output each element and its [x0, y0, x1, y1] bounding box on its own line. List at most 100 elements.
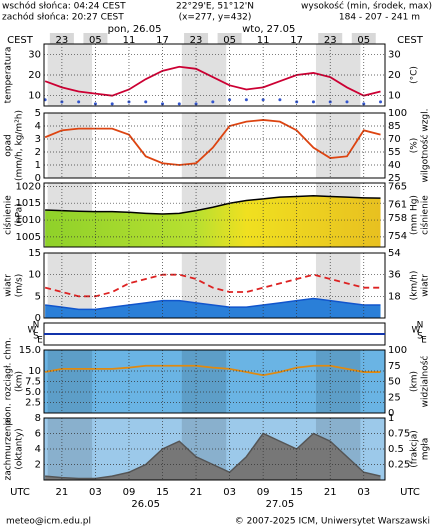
y2-tick-label: 0 [388, 408, 394, 419]
top-date: pon, 26.05 [108, 24, 162, 35]
y-axis-label: (hPa) [15, 203, 25, 226]
cest-label: CEST [397, 35, 424, 46]
y-tick-label: 10 [28, 366, 41, 377]
utc-tick-label: 21 [324, 487, 337, 498]
night-band [47, 44, 93, 106]
grid-point: (x=277, y=432) [179, 13, 252, 23]
y2-tick-label: 761 [388, 200, 407, 211]
night-label-band [318, 33, 343, 45]
y-tick-label: 0 [35, 313, 41, 324]
y-axis-label: pion. rozciągł. chm. [4, 337, 14, 425]
dot [278, 98, 282, 102]
dot [144, 100, 148, 104]
y-tick-label: 2.5 [25, 398, 41, 409]
y2-axis-label: (frakcja) [410, 430, 420, 468]
panel-frame [43, 252, 386, 319]
y-tick-label: 5 [35, 108, 41, 119]
cest-label: CEST [7, 35, 34, 46]
utc-tick-label: 09 [257, 487, 270, 498]
wind-dir-label: S [33, 332, 39, 342]
night-label-band [351, 33, 376, 45]
y-tick-label: 10 [28, 270, 41, 281]
utc-tick-label: 15 [290, 487, 303, 498]
y-tick-label: 15.0 [19, 345, 41, 356]
y-tick-label: 7.5 [25, 377, 41, 388]
y2-tick-label: 0.5 [388, 444, 404, 455]
line [45, 297, 381, 311]
dot [211, 100, 215, 104]
cest-tick-label: 05 [223, 35, 236, 46]
night-band [47, 418, 93, 480]
cest-tick-label: 05 [89, 35, 102, 46]
y-tick-label: 20 [28, 70, 41, 81]
y2-axis-label: widzialność [420, 356, 431, 408]
y-axis-label: (m/s) [15, 274, 25, 298]
line [44, 273, 381, 298]
y2-axis-label: (mm Hg) [410, 195, 420, 235]
cest-tick-label: 23 [324, 35, 337, 46]
email: meteo@icm.edu.pl [6, 517, 91, 527]
line [44, 364, 381, 377]
wind-dir-label: E [421, 336, 427, 346]
y2-axis-label: mgła [421, 438, 431, 461]
panel-frame [43, 112, 386, 179]
wind-dir-label: E [37, 336, 43, 346]
dot [228, 98, 232, 102]
y2-axis-label: (km) [410, 371, 420, 392]
y-tick-label: 5 [35, 291, 41, 302]
night-label-band [83, 33, 108, 45]
dot [311, 100, 315, 104]
utc-tick-label: 03 [357, 487, 370, 498]
top-date: wto, 27.05 [242, 24, 295, 35]
y-tick-label: 8 [35, 413, 41, 424]
line [44, 119, 381, 166]
line [44, 65, 381, 97]
y-tick-label: 1015 [16, 198, 41, 209]
cest-tick-label: 17 [156, 35, 169, 46]
y2-axis-label: ciśnienie [420, 195, 431, 235]
cest-tick-label: 23 [190, 35, 203, 46]
cest-tick-label: 05 [357, 35, 370, 46]
y2-tick-label: 1 [388, 413, 394, 424]
y-axis-label: opad [4, 134, 14, 156]
y2-tick-label: 20 [388, 70, 401, 81]
y-tick-label: 15 [28, 248, 41, 259]
y-tick-label: 3 [35, 134, 41, 145]
dot [379, 100, 383, 104]
y2-tick-label: 25 [388, 173, 401, 184]
utc-label: UTC [10, 487, 30, 498]
y2-tick-label: 40 [388, 160, 401, 171]
night-label-band [184, 33, 209, 45]
dot [161, 102, 165, 106]
utc-tick-label: 09 [123, 487, 136, 498]
dot [93, 102, 97, 106]
dot [77, 100, 81, 104]
utc-tick-label: 21 [56, 487, 69, 498]
y2-tick-label: 70 [388, 134, 401, 145]
y2-tick-label: 30 [388, 49, 401, 60]
cest-tick-label: 11 [257, 35, 270, 46]
y-axis-label: ciśnienie [3, 195, 14, 235]
y-tick-label: 1020 [16, 181, 41, 192]
night-band [181, 113, 227, 178]
utc-tick-label: 03 [223, 487, 236, 498]
sunrise: wschód słońca: 04:24 CEST [2, 1, 126, 12]
y2-tick-label: 0.75 [388, 429, 410, 440]
y-tick-label: 6 [35, 429, 41, 440]
panel-frame [43, 43, 386, 107]
panel-bg [44, 350, 385, 413]
dot [177, 102, 181, 106]
panel-frame [43, 417, 386, 481]
sunset: zachód słońca: 20:27 CEST [2, 12, 124, 23]
y-tick-label: 2 [35, 147, 41, 158]
y2-axis-label: (km/h) [410, 271, 420, 301]
wind-dir-label: S [417, 332, 423, 342]
y-tick-label: 1 [35, 160, 41, 171]
y-axis-label: (mm/h, kg/m²h) [15, 110, 25, 181]
y-axis-label: temperatura [4, 47, 14, 104]
panel-frame [43, 182, 386, 248]
copyright: © 2007-2025 ICM, Uniwersytet Warszawski [235, 517, 430, 527]
dot [261, 98, 265, 102]
y-tick-label: 2 [35, 460, 41, 471]
